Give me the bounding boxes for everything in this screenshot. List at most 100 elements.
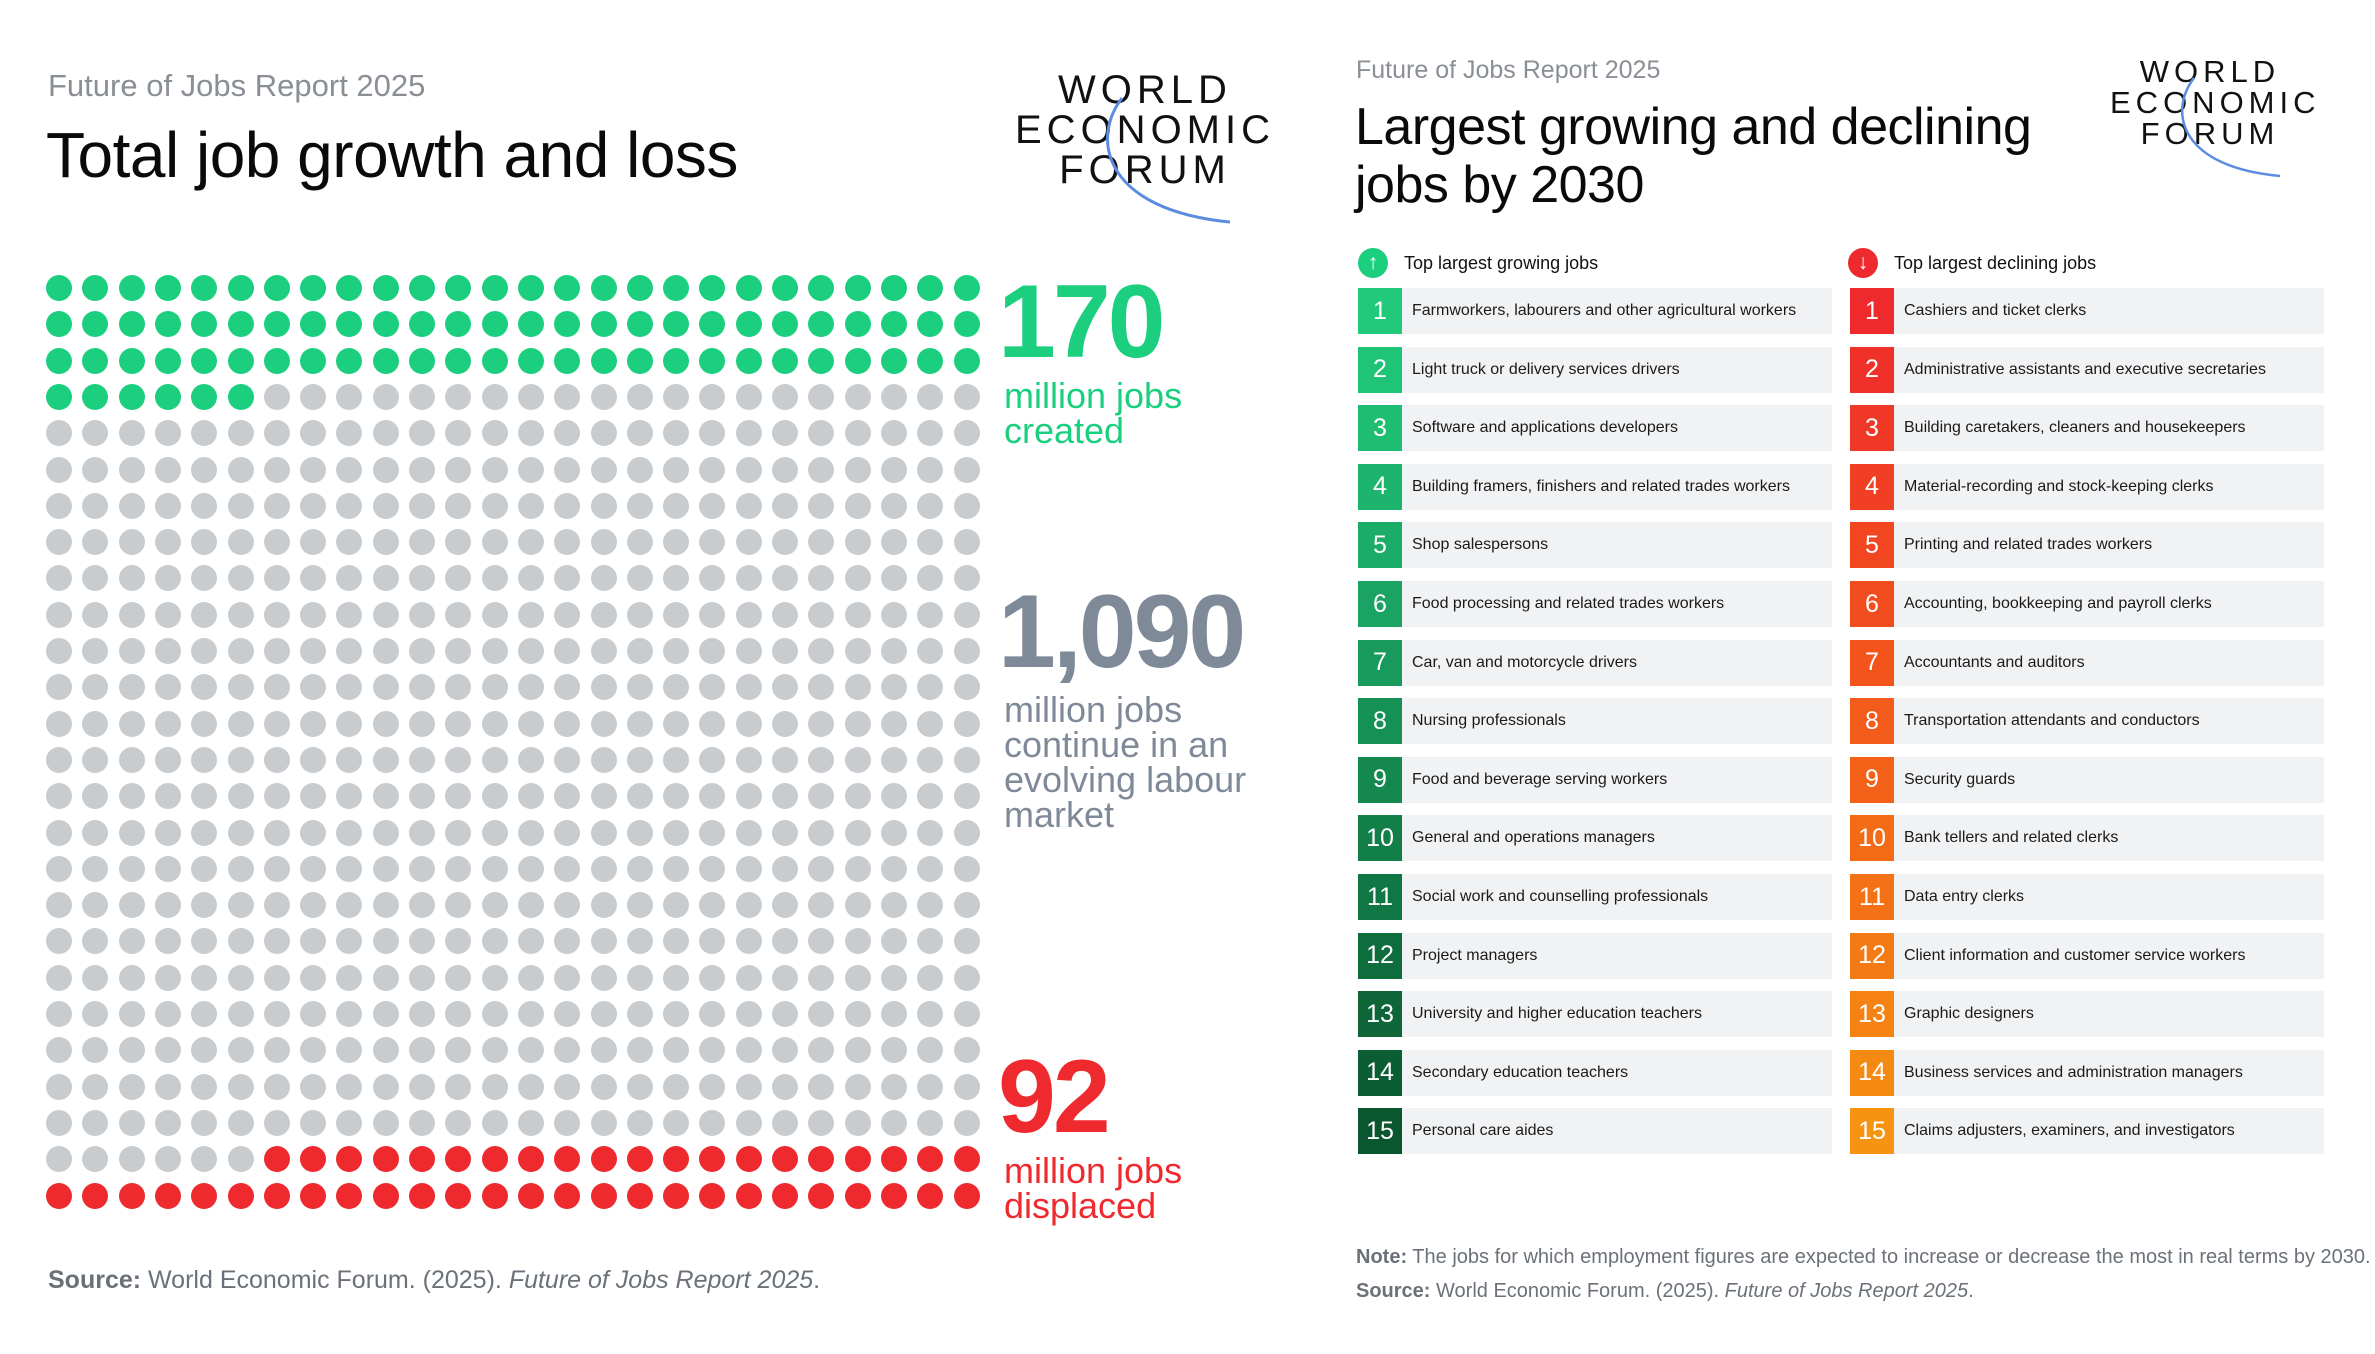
dot-created (590, 347, 617, 374)
dot-created (844, 347, 871, 374)
dot-continuing (445, 383, 472, 410)
dot-continuing (445, 1073, 472, 1100)
dot-continuing (590, 964, 617, 991)
growing-job-label: Project managers (1412, 946, 1538, 964)
dot-continuing (191, 855, 218, 882)
dot-displaced (554, 1146, 581, 1173)
dot-created (154, 383, 181, 410)
dot-continuing (808, 420, 835, 447)
dot-continuing (808, 1037, 835, 1064)
dot-continuing (409, 819, 435, 846)
dot-continuing (953, 892, 980, 919)
dot-displaced (46, 1182, 72, 1209)
growing-job-label: General and operations managers (1412, 829, 1655, 847)
dot-continuing (917, 456, 944, 483)
dot-continuing (118, 492, 145, 519)
dot-continuing (880, 746, 907, 773)
dot-continuing (735, 638, 762, 664)
dot-continuing (227, 746, 254, 773)
dot-continuing (372, 601, 399, 628)
dot-continuing (118, 1001, 145, 1027)
dot-continuing (844, 601, 871, 628)
dot-created (844, 275, 871, 301)
dot-continuing (917, 1109, 944, 1136)
dot-created (409, 275, 435, 301)
dot-created (772, 275, 798, 301)
dot-continuing (372, 1109, 399, 1136)
dot-continuing (517, 420, 544, 447)
dot-continuing (118, 710, 145, 737)
dot-continuing (263, 783, 290, 810)
dot-continuing (663, 529, 690, 556)
displaced-stat: 92 million jobs displaced (998, 1045, 1182, 1224)
dot-continuing (227, 565, 254, 592)
dot-created (82, 347, 109, 374)
right-source: Source: World Economic Forum. (2025). Fu… (1356, 1280, 1974, 1303)
dot-created (154, 275, 181, 301)
growing-job-rank: 3 (1358, 405, 1402, 452)
dot-continuing (699, 383, 726, 410)
continuing-line-2: continue in an (1004, 724, 1229, 765)
dot-continuing (917, 492, 944, 519)
dot-continuing (844, 529, 871, 556)
declining-job-row: 6 Accounting, bookkeeping and payroll cle… (1850, 581, 2324, 627)
dot-created (481, 275, 508, 301)
dot-continuing (154, 783, 181, 810)
dot-continuing (699, 456, 726, 483)
dot-continuing (82, 456, 109, 483)
dot-continuing (46, 492, 72, 519)
logo-line-3: FORUM (1059, 148, 1231, 192)
dot-continuing (336, 1037, 363, 1064)
dot-continuing (554, 383, 581, 410)
dot-continuing (772, 456, 798, 483)
dot-continuing (590, 1037, 617, 1064)
dot-continuing (517, 1073, 544, 1100)
dot-continuing (663, 638, 690, 664)
dot-continuing (118, 420, 145, 447)
dot-continuing (336, 1109, 363, 1136)
dot-continuing (772, 601, 798, 628)
dot-continuing (953, 746, 980, 773)
dot-continuing (481, 529, 508, 556)
dot-continuing (118, 529, 145, 556)
dot-created (191, 311, 218, 338)
dot-created (735, 311, 762, 338)
declining-job-label: Security guards (1904, 770, 2016, 788)
logo-arc-icon (1106, 97, 1231, 224)
dot-continuing (772, 529, 798, 556)
dot-continuing (46, 964, 72, 991)
dot-displaced (517, 1182, 544, 1209)
dot-continuing (699, 1001, 726, 1027)
growing-job-rank: 9 (1358, 756, 1402, 803)
dot-continuing (118, 855, 145, 882)
dot-continuing (409, 529, 435, 556)
dot-created (445, 347, 472, 374)
dot-continuing (844, 1109, 871, 1136)
declining-job-rank: 12 (1850, 932, 1894, 979)
dot-continuing (880, 383, 907, 410)
dot-displaced (300, 1146, 327, 1173)
dot-continuing (844, 710, 871, 737)
dot-continuing (663, 964, 690, 991)
dot-continuing (735, 456, 762, 483)
dot-continuing (517, 529, 544, 556)
dot-continuing (409, 456, 435, 483)
dot-continuing (445, 492, 472, 519)
dot-continuing (735, 492, 762, 519)
dot-continuing (481, 565, 508, 592)
created-line-2: created (1004, 410, 1125, 451)
growing-job-row: 8 Nursing professionals (1358, 698, 1832, 745)
dot-continuing (844, 638, 871, 664)
dot-continuing (227, 710, 254, 737)
dot-continuing (154, 492, 181, 519)
continuing-line-1: million jobs (1004, 689, 1183, 730)
dot-continuing (372, 710, 399, 737)
continuing-number: 1,090 (998, 574, 1246, 690)
left-source-end: . (813, 1266, 821, 1294)
dot-continuing (263, 964, 290, 991)
dot-created (699, 347, 726, 374)
dot-continuing (844, 456, 871, 483)
dot-displaced (336, 1146, 363, 1173)
declining-job-rank: 7 (1850, 639, 1894, 686)
dot-created (46, 383, 72, 410)
